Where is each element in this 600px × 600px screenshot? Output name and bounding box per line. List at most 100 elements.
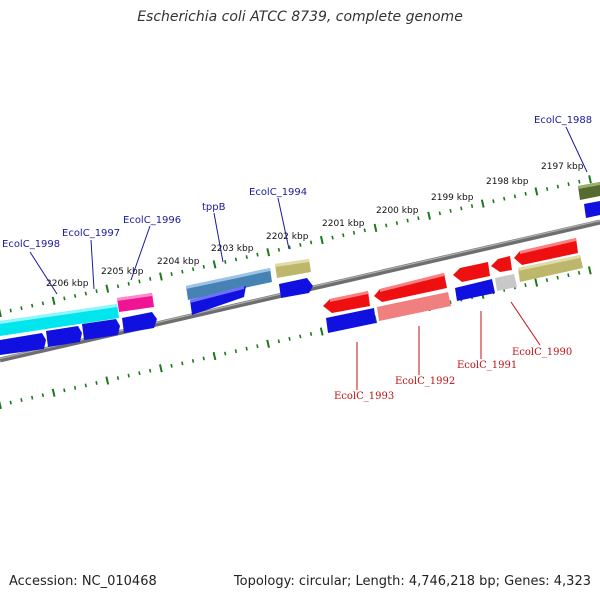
tick-mark <box>138 371 141 376</box>
tick-mark <box>480 199 485 208</box>
tick-mark <box>545 187 549 191</box>
kbp-label-2199: 2199 kbp <box>431 193 474 203</box>
tick-mark <box>352 230 356 235</box>
tick-mark <box>331 235 334 240</box>
tick-mark <box>417 216 420 221</box>
tick-mark <box>266 339 270 348</box>
tick-mark <box>288 245 291 250</box>
tick-mark <box>95 289 98 294</box>
tick-mark <box>191 358 195 363</box>
tick-mark <box>170 363 173 368</box>
tick-mark <box>181 361 184 366</box>
tick-mark <box>406 218 409 223</box>
tick-mark <box>460 206 463 211</box>
kbp-label-2206: 2206 kbp <box>46 279 89 289</box>
cds-forward-1[interactable] <box>0 333 46 355</box>
kbp-label-2204: 2204 kbp <box>157 257 200 267</box>
tick-mark <box>438 211 442 216</box>
tick-mark <box>588 175 592 184</box>
tick-mark <box>534 187 539 196</box>
topology-summary-text: Topology: circular; Length: 4,746,218 bp… <box>233 574 591 589</box>
gene-label-ecolc-1996[interactable]: EcolC_1996 <box>123 215 181 226</box>
cds-reverse-1[interactable] <box>323 291 370 313</box>
tick-mark <box>363 228 366 233</box>
tick-mark <box>449 208 452 213</box>
tick-mark <box>578 179 581 184</box>
accession-text: Accession: NC_010468 <box>9 574 157 589</box>
tick-mark <box>84 383 87 388</box>
cds-reverse-4[interactable] <box>491 256 512 272</box>
tick-mark <box>191 267 195 272</box>
gene-label-ecolc-1997[interactable]: EcolC_1997 <box>62 228 120 239</box>
tick-mark <box>567 273 570 278</box>
tick-mark <box>224 260 227 264</box>
tick-mark <box>30 395 34 400</box>
tick-mark <box>577 270 581 275</box>
cds-forward-6[interactable] <box>279 278 313 298</box>
tick-mark <box>492 199 495 204</box>
tick-mark <box>256 344 259 349</box>
tick-mark <box>277 339 281 344</box>
tick-mark <box>319 235 324 245</box>
tick-mark <box>556 275 559 280</box>
feature-lightcoral[interactable] <box>377 292 451 321</box>
kbp-label-2198: 2198 kbp <box>486 177 529 187</box>
gene-labels-bottom: EcolC_1993 EcolC_1992 EcolC_1991 EcolC_1… <box>334 347 572 402</box>
outer-tick-ring <box>0 175 592 318</box>
tick-mark <box>427 211 431 220</box>
tick-mark <box>170 272 173 277</box>
gene-label-ecolc-1990[interactable]: EcolC_1990 <box>512 347 572 358</box>
gene-labels-top: EcolC_1998 EcolC_1997 EcolC_1996 tppB Ec… <box>2 115 592 250</box>
tick-mark <box>212 351 217 361</box>
tick-mark <box>212 260 217 269</box>
tick-mark <box>513 194 517 199</box>
kbp-label-2201: 2201 kbp <box>322 219 365 229</box>
tick-mark <box>148 368 152 373</box>
tick-mark <box>449 300 452 305</box>
cds-forward-inner-2[interactable] <box>455 279 495 301</box>
tick-mark <box>105 284 110 293</box>
feature-khaki-inner[interactable] <box>518 255 583 282</box>
tick-mark <box>20 306 23 311</box>
kbp-labels: 2206 kbp 2205 kbp 2204 kbp 2203 kbp 2202… <box>46 162 584 289</box>
cds-reverse-3[interactable] <box>453 262 490 282</box>
kbp-label-2202: 2202 kbp <box>266 232 309 242</box>
gene-label-ecolc-1993[interactable]: EcolC_1993 <box>334 391 394 402</box>
feature-gray[interactable] <box>495 274 517 291</box>
tick-mark <box>41 301 45 306</box>
tick-mark <box>202 356 205 361</box>
gene-label-ecolc-1992[interactable]: EcolC_1992 <box>395 376 455 387</box>
cds-forward-7[interactable] <box>584 201 600 218</box>
tick-mark <box>149 277 152 281</box>
tick-mark <box>524 283 527 287</box>
gene-label-ecolc-1988[interactable]: EcolC_1988 <box>534 115 592 126</box>
gene-label-ecolc-1994[interactable]: EcolC_1994 <box>249 187 307 198</box>
tick-mark <box>256 252 259 257</box>
tick-mark <box>9 400 12 405</box>
cds-forward-4[interactable] <box>122 312 157 333</box>
cds-reverse-2[interactable] <box>374 273 447 302</box>
cds-forward-2[interactable] <box>46 326 82 347</box>
tick-mark <box>299 242 302 247</box>
label-connectors-top <box>29 126 588 295</box>
cds-reverse-5[interactable] <box>514 238 578 265</box>
cds-forward-5[interactable] <box>190 286 246 315</box>
tick-mark <box>138 279 141 284</box>
tick-mark <box>503 196 506 201</box>
tick-mark <box>116 376 120 380</box>
kbp-label-2197: 2197 kbp <box>541 162 584 172</box>
tick-mark <box>51 388 56 397</box>
gene-label-tppb[interactable]: tppB <box>202 202 226 213</box>
tick-mark <box>234 349 238 354</box>
tick-mark <box>245 346 248 351</box>
gene-label-ecolc-1998[interactable]: EcolC_1998 <box>2 239 60 250</box>
tick-mark <box>31 303 34 308</box>
cds-forward-3[interactable] <box>82 319 120 340</box>
gene-label-ecolc-1991[interactable]: EcolC_1991 <box>457 360 517 371</box>
cds-forward-inner-1[interactable] <box>326 308 376 333</box>
feature-track-inner <box>323 238 583 333</box>
tick-mark <box>224 351 227 356</box>
feature-steelblue[interactable] <box>186 268 272 300</box>
feature-cyan[interactable] <box>0 304 119 336</box>
